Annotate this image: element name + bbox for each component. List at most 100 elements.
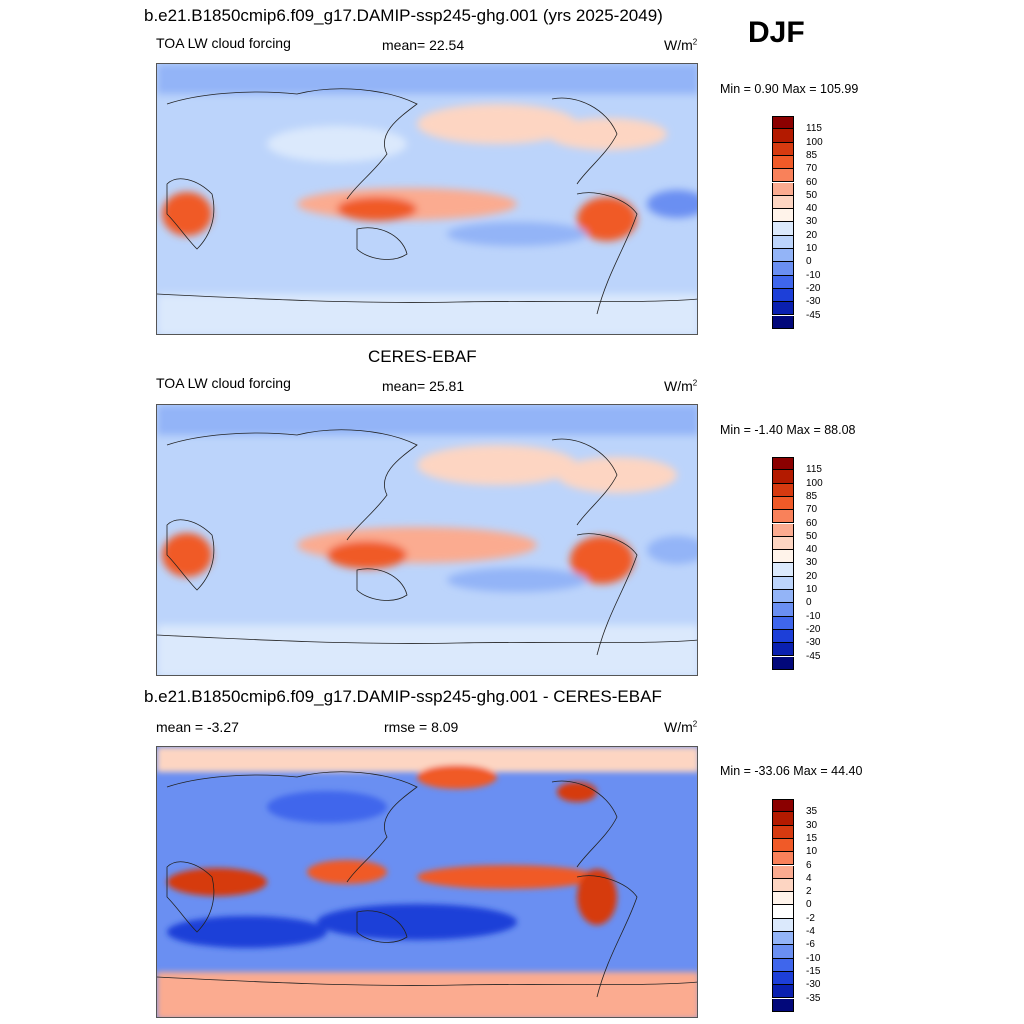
maritime-continent-diff-region xyxy=(307,860,387,884)
colorbar-tick-label: -20 xyxy=(806,623,821,635)
colorbar-tick-label: 4 xyxy=(806,872,812,884)
colorbar-tick-label: 70 xyxy=(806,163,818,175)
colorbar-tick-label: -4 xyxy=(806,926,815,937)
colorbar-swatch xyxy=(772,852,794,866)
southern-ocean-band xyxy=(157,625,697,675)
colorbar-tick-label: 50 xyxy=(806,189,818,201)
colorbar-swatch xyxy=(772,470,794,484)
colorbar-tick-label: 35 xyxy=(806,806,818,818)
colorbar-tick-label: 85 xyxy=(806,149,818,161)
colorbar-swatch xyxy=(772,656,794,670)
colorbar-tick-label: -20 xyxy=(806,282,821,294)
colorbar-tick-label: 100 xyxy=(806,136,823,148)
maritime-continent-region xyxy=(337,197,417,221)
coastlines xyxy=(157,771,697,998)
colorbar-tick-label: 20 xyxy=(806,229,818,241)
colorbar-tick-label: -10 xyxy=(806,952,821,964)
colorbar-swatch xyxy=(772,235,794,249)
colorbar-swatch xyxy=(772,629,794,644)
colorbar-swatch xyxy=(772,195,794,210)
colorbar-swatch xyxy=(772,945,794,959)
amazon-convection-region xyxy=(570,536,634,584)
colorbar-tick-label: -30 xyxy=(806,296,821,308)
africa-convection-region xyxy=(162,192,212,236)
colorbar-swatch xyxy=(772,616,794,630)
colorbar-swatch xyxy=(772,155,794,170)
panel-diff-minmax: Min = -33.06 Max = 44.40 xyxy=(720,764,863,778)
colorbar-tick-label: 50 xyxy=(806,530,818,542)
coastlines xyxy=(157,88,697,315)
atlantic-stratocumulus-region xyxy=(647,190,697,218)
colorbar-swatch xyxy=(772,222,794,236)
colorbar-tick-label: 20 xyxy=(806,570,818,582)
colorbar-swatch xyxy=(772,550,794,564)
colorbar-tick-label: 60 xyxy=(806,176,818,188)
colorbar-swatch xyxy=(772,523,794,537)
colorbar-tick-label: 10 xyxy=(806,584,818,595)
colorbar-tick-label: 6 xyxy=(806,859,812,871)
colorbar-tick-label: 10 xyxy=(806,846,818,858)
colorbar-tick-label: 0 xyxy=(806,597,812,609)
colorbar-tick-label: 115 xyxy=(806,123,822,135)
panel-model-map xyxy=(156,63,698,335)
colorbar-tick-label: -10 xyxy=(806,269,821,281)
panel-model-mean: mean= 22.54 xyxy=(382,37,465,53)
arctic-band xyxy=(157,64,697,94)
colorbar-swatch xyxy=(772,971,794,986)
colorbar-swatch xyxy=(772,483,794,497)
colorbar-swatch xyxy=(772,878,794,893)
asia-diff-region xyxy=(267,791,387,823)
asia-region xyxy=(267,126,407,162)
atlantic-stratocumulus-region xyxy=(647,536,697,564)
southern-ocean-band xyxy=(157,972,697,1017)
panel-obs-variable-label: TOA LW cloud forcing xyxy=(156,375,291,391)
colorbar-tick-label: -35 xyxy=(806,992,821,1004)
colorbar-swatch xyxy=(772,169,794,183)
andes-diff-region xyxy=(577,869,617,925)
colorbar-tick-label: 60 xyxy=(806,517,818,529)
itcz-pacific-diff-region xyxy=(417,865,597,889)
panel-obs-map xyxy=(156,404,698,676)
panel-diff-rmse: rmse = 8.09 xyxy=(384,719,459,735)
amazon-convection-region xyxy=(577,197,637,241)
coastlines xyxy=(157,429,697,656)
africa-convection-region xyxy=(162,533,212,577)
arctic-band xyxy=(157,747,697,772)
colorbar-tick-label: 2 xyxy=(806,886,812,898)
colorbar-swatch xyxy=(772,932,794,946)
colorbar-swatch xyxy=(772,209,794,223)
colorbar-tick-label: -15 xyxy=(806,965,821,977)
colorbar-swatch xyxy=(772,302,794,316)
colorbar-swatch xyxy=(772,275,794,289)
colorbar-swatch xyxy=(772,799,794,813)
north-pacific-diff-region xyxy=(417,765,497,789)
colorbar-swatch xyxy=(772,510,794,524)
colorbar-swatch xyxy=(772,918,794,932)
colorbar-swatch xyxy=(772,998,794,1012)
colorbar-tick-label: 10 xyxy=(806,243,818,254)
colorbar-swatch xyxy=(772,182,794,196)
colorbar-tick-label: -6 xyxy=(806,939,815,951)
season-label: DJF xyxy=(748,16,805,49)
colorbar-swatch xyxy=(772,496,794,511)
south-indian-diff-region xyxy=(167,916,327,948)
colorbar-swatch xyxy=(772,958,794,972)
colorbar-tick-label: 40 xyxy=(806,203,818,215)
colorbar-tick-label: -45 xyxy=(806,650,821,662)
colorbar-swatch xyxy=(772,812,794,826)
colorbar-swatch xyxy=(772,142,794,156)
colorbar-tick-label: 30 xyxy=(806,819,818,831)
colorbar-swatch xyxy=(772,590,794,604)
north-atlantic-cloud-region xyxy=(547,118,667,150)
colorbar-tick-label: -30 xyxy=(806,637,821,649)
panel-model-minmax: Min = 0.90 Max = 105.99 xyxy=(720,82,859,96)
africa-diff-region xyxy=(167,868,267,896)
south-pacific-diff-region xyxy=(317,904,517,940)
colorbar-swatch xyxy=(772,643,794,657)
north-america-diff-region xyxy=(557,782,597,802)
panel-obs-units: W/m2 xyxy=(664,378,698,394)
colorbar-swatch xyxy=(772,262,794,276)
colorbar-tick-label: 15 xyxy=(806,832,818,844)
southern-ocean-band xyxy=(157,294,697,334)
colorbar-swatch xyxy=(772,563,794,577)
